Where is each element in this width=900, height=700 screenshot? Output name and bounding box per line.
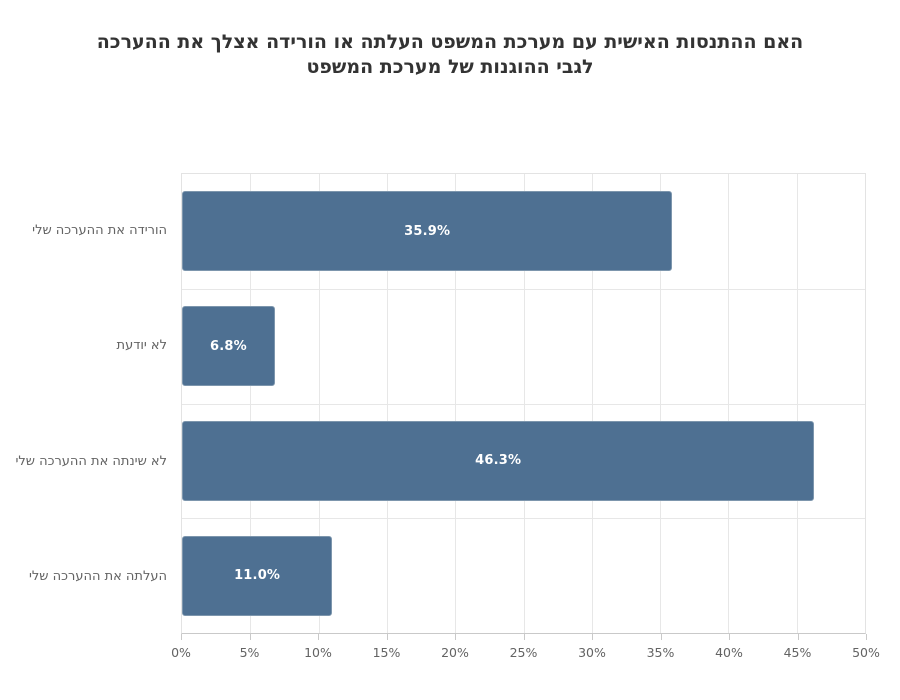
category-label: העלתה את ההערכה שלי (0, 519, 167, 634)
bar-value-label: 35.9% (404, 223, 451, 239)
x-tick-mark (660, 634, 662, 640)
bar: 35.9% (182, 191, 673, 272)
x-tick-label: 0% (171, 645, 191, 660)
bar: 46.3% (182, 420, 815, 501)
bar-row: 6.8% (182, 289, 865, 404)
bar: 11.0% (182, 535, 333, 616)
bar-value-label: 46.3% (475, 453, 522, 469)
x-tick-mark (729, 634, 730, 640)
chart-title: האם ההתנסות האישית עם מערכת המשפט העלתה … (0, 30, 900, 80)
x-tick-mark (866, 634, 867, 640)
bar-value-label: 11.0% (234, 568, 281, 584)
x-tick-label: 35% (646, 645, 675, 660)
x-tick-mark (523, 634, 525, 640)
category-label: לא שינתה את ההערכה שלי (0, 404, 167, 519)
x-axis-tick-labels: 0% 5% 10% 15% 20% 25% 30% 35% 40% 45% 50% (171, 645, 880, 663)
x-tick-label: 50% (852, 645, 880, 660)
x-tick-mark (318, 634, 319, 640)
plot-area: 35.9% 6.8% 46.3% 11.0% (181, 173, 866, 634)
chart-title-line-2: לגבי ההוגנות של מערכת המשפט (306, 56, 594, 78)
gridline-horizontal (182, 288, 865, 290)
x-tick-label: 40% (715, 645, 743, 660)
category-label: לא יודעת (0, 288, 167, 403)
bar: 6.8% (182, 306, 275, 387)
bar-row: 11.0% (182, 518, 865, 633)
x-tick-label: 20% (441, 645, 469, 660)
x-tick-label: 15% (372, 645, 401, 660)
category-axis-labels: הורידה את ההערכה שלי לא יודעת לא שינתה את … (0, 173, 167, 634)
bar-row: 46.3% (182, 404, 865, 519)
x-tick-mark (592, 634, 593, 640)
x-tick-label: 5% (239, 645, 260, 660)
x-tick-mark (455, 634, 456, 640)
x-axis-tick-marks (181, 634, 867, 641)
x-tick-label: 10% (304, 645, 332, 660)
x-tick-mark (386, 634, 388, 640)
category-label-text: הורידה את ההערכה שלי (32, 223, 167, 239)
x-tick-mark (249, 634, 251, 640)
x-tick-label: 30% (578, 645, 606, 660)
chart-title-line-1: האם ההתנסות האישית עם מערכת המשפט העלתה … (96, 31, 804, 53)
category-label-text: לא יודעת (116, 338, 167, 354)
x-tick-label: 45% (783, 645, 812, 660)
x-tick-mark (181, 634, 182, 640)
category-label: הורידה את ההערכה שלי (0, 173, 167, 288)
bar-row: 35.9% (182, 174, 865, 289)
x-tick-mark (797, 634, 799, 640)
category-label-text: לא שינתה את ההערכה שלי (15, 453, 167, 469)
gridline-horizontal (182, 518, 865, 520)
category-label-text: העלתה את ההערכה שלי (28, 568, 167, 584)
bar-value-label: 6.8% (210, 338, 247, 354)
x-tick-label: 25% (509, 645, 538, 660)
gridline-horizontal (182, 403, 865, 405)
